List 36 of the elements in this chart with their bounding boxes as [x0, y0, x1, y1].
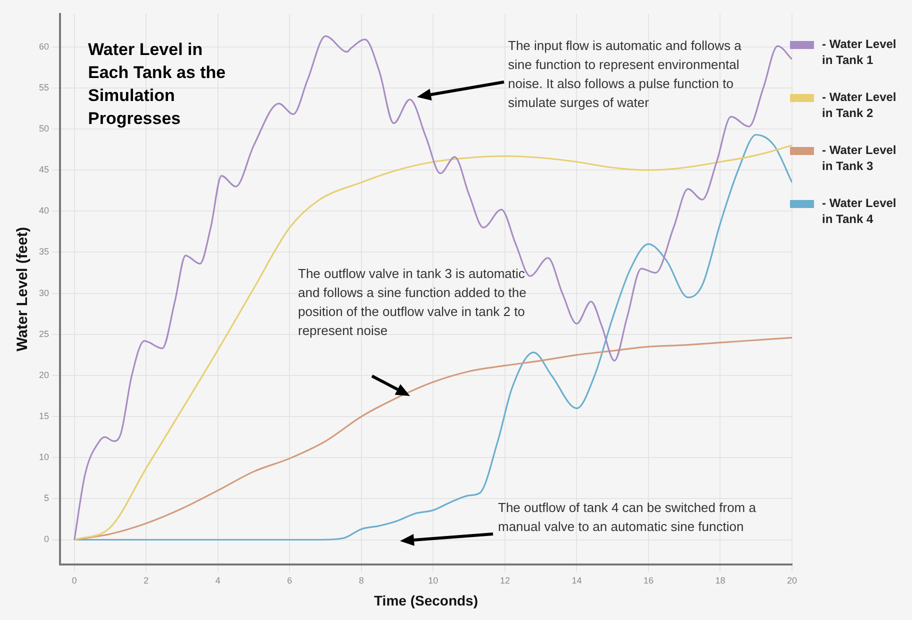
- y-tick-label: 5: [44, 493, 50, 504]
- y-tick-label: 10: [38, 452, 50, 462]
- x-tick-label: 4: [215, 575, 220, 586]
- y-tick-label: 55: [38, 82, 50, 92]
- y-tick-label: 0: [44, 534, 50, 544]
- y-tick-label: 25: [38, 328, 50, 339]
- x-tick-label: 2: [144, 575, 149, 586]
- y-axis-title: Water Level (feet): [14, 226, 32, 352]
- x-tick-label: 16: [643, 575, 654, 586]
- x-tick-label: 14: [572, 575, 582, 586]
- annotation: The input flow is automatic and follows a sine function to represent environmental noise. It also follows a pulse function to simulate surges of water: [508, 37, 742, 112]
- y-tick-label: 45: [38, 164, 50, 175]
- y-tick-label: 30: [38, 288, 50, 298]
- x-tick-label: 12: [500, 575, 510, 586]
- y-tick-label: 40: [38, 206, 50, 216]
- x-axis-title: Time (Seconds): [374, 592, 478, 608]
- legend-label: - Water Level in Tank 4: [822, 195, 898, 227]
- legend-label: - Water Level in Tank 3: [822, 142, 898, 174]
- annotation: The outflow valve in tank 3 is automatic and follows a sine function added to the position of the outflow valve in tank 2 to represent noise: [298, 265, 528, 340]
- annotation: The outflow of tank 4 can be switched from a manual valve to an automatic sine function: [498, 499, 757, 536]
- x-tick-label: 18: [715, 575, 726, 586]
- y-tick-label: 35: [38, 246, 50, 257]
- text: Water Level in Each Tank as the Simulation Progresses: [88, 39, 227, 130]
- x-tick-label: 8: [358, 575, 364, 586]
- x-tick-label: 6: [287, 575, 292, 586]
- y-tick-label: 50: [38, 123, 50, 134]
- legend-label: - Water Level in Tank 2: [822, 89, 898, 121]
- legend-label: - Water Level in Tank 1: [822, 36, 898, 68]
- y-tick-label: 15: [38, 411, 50, 422]
- line-series: [74, 336, 792, 541]
- y-tick-label: 20: [38, 370, 50, 380]
- x-tick-label: 0: [72, 575, 77, 586]
- x-tick-label: 20: [786, 575, 798, 586]
- line-series: [74, 35, 792, 541]
- y-tick-label: 60: [38, 41, 50, 52]
- x-tick-label: 10: [428, 575, 438, 586]
